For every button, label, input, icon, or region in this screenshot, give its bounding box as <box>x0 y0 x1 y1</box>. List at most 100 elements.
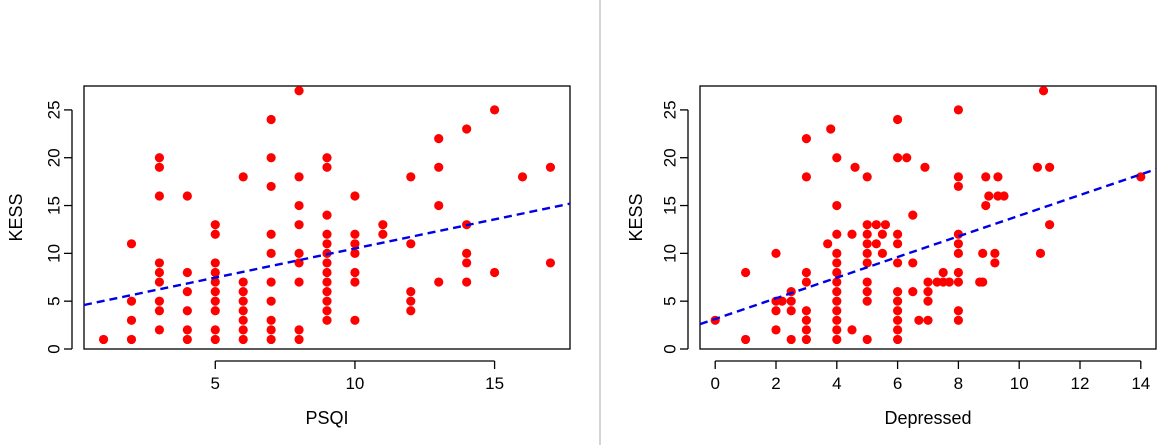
data-point <box>434 162 444 172</box>
data-point <box>238 306 248 316</box>
data-point <box>832 315 842 325</box>
data-point <box>210 258 220 268</box>
data-point <box>406 172 416 182</box>
data-point <box>1045 220 1055 230</box>
data-point <box>350 315 360 325</box>
trend-line <box>699 168 1157 326</box>
data-point <box>294 325 304 335</box>
data-point <box>832 325 842 335</box>
data-point <box>350 248 360 258</box>
data-point <box>434 200 444 211</box>
data-point <box>893 325 903 335</box>
data-point <box>462 258 472 268</box>
data-point <box>777 296 787 306</box>
data-point <box>294 86 304 96</box>
data-point <box>832 334 842 345</box>
data-point <box>953 306 963 316</box>
data-point <box>981 172 991 182</box>
data-point <box>126 334 137 345</box>
x-tick-label: 10 <box>1010 374 1029 393</box>
x-tick-label: 10 <box>345 374 364 393</box>
data-point <box>862 296 872 306</box>
data-point <box>1136 172 1146 182</box>
data-point <box>953 277 963 287</box>
y-tick-label: 20 <box>45 148 64 167</box>
data-point <box>984 191 994 201</box>
y-axis-title: KESS <box>6 193 26 241</box>
data-point <box>322 315 332 325</box>
data-point <box>893 296 903 306</box>
data-point <box>877 248 887 258</box>
data-point <box>953 105 963 115</box>
data-point <box>877 229 887 239</box>
data-point <box>850 162 860 172</box>
data-point <box>801 325 811 335</box>
data-point <box>786 296 796 306</box>
data-point <box>322 277 332 287</box>
data-point <box>862 248 872 258</box>
data-point <box>210 229 220 239</box>
data-point <box>545 258 556 268</box>
data-point <box>322 210 332 220</box>
data-point <box>893 229 903 239</box>
data-point <box>350 267 360 278</box>
data-point <box>406 306 416 316</box>
y-tick-label: 0 <box>45 344 64 353</box>
data-point <box>953 181 963 192</box>
x-tick-label: 14 <box>1131 374 1150 393</box>
data-point <box>902 153 912 163</box>
data-point <box>893 114 903 125</box>
data-point <box>210 267 220 278</box>
y-tick-label: 10 <box>45 244 64 263</box>
data-point <box>953 267 963 278</box>
scatter-plot-depressed: 0 2 4 6 8 10 12 14 0 5 10 15 20 25 Depressed KESS <box>626 85 1157 428</box>
data-point <box>545 162 556 172</box>
data-point <box>826 124 836 134</box>
data-point <box>801 315 811 325</box>
data-point <box>908 287 918 297</box>
data-point <box>801 306 811 316</box>
data-point <box>154 191 165 201</box>
data-point <box>923 277 933 287</box>
data-point <box>294 334 304 345</box>
data-point <box>920 162 930 172</box>
data-point <box>322 153 332 163</box>
y-tick-label: 5 <box>661 296 680 305</box>
data-point <box>266 315 276 325</box>
data-point <box>294 277 304 287</box>
data-point <box>862 277 872 287</box>
data-point <box>182 334 192 345</box>
data-point <box>862 172 872 182</box>
data-point <box>893 287 903 297</box>
data-point <box>182 267 192 278</box>
panel-divider <box>599 0 601 445</box>
data-point <box>981 200 991 211</box>
data-point <box>832 248 842 258</box>
y-axis-title: KESS <box>626 193 646 241</box>
data-point <box>993 172 1003 182</box>
data-point <box>294 172 304 182</box>
data-point <box>823 239 833 249</box>
data-point <box>978 248 988 258</box>
data-point <box>266 114 276 125</box>
data-point <box>294 248 304 258</box>
data-point <box>238 296 248 306</box>
data-point <box>406 239 416 249</box>
data-point <box>434 134 444 144</box>
data-point <box>126 239 137 249</box>
data-point <box>378 229 388 239</box>
data-point <box>862 239 872 249</box>
data-point <box>832 200 842 211</box>
data-point <box>210 325 220 335</box>
data-point <box>953 248 963 258</box>
data-point <box>462 124 472 134</box>
data-point <box>238 334 248 345</box>
data-point <box>1035 248 1046 258</box>
data-point <box>238 325 248 335</box>
data-point <box>210 306 220 316</box>
data-point <box>182 287 192 297</box>
data-point <box>862 229 872 239</box>
x-tick-label: 5 <box>211 374 220 393</box>
y-tick-label: 0 <box>661 344 680 353</box>
data-point <box>322 239 332 249</box>
